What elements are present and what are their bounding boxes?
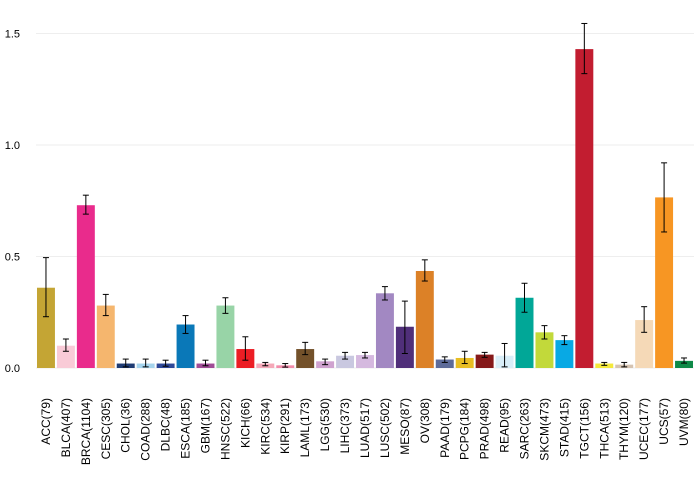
bar [635, 320, 654, 368]
x-tick-label: STAD(415) [557, 398, 571, 457]
bar [76, 205, 95, 368]
error-bar [641, 306, 648, 333]
x-tick-label: LUAD(517) [358, 398, 372, 458]
error-bar [182, 315, 189, 334]
error-bar [421, 259, 428, 282]
bar [356, 355, 374, 368]
x-tick-label: CHOL(36) [119, 398, 133, 453]
x-tick-label: UCEC(177) [637, 398, 651, 460]
error-bar [501, 342, 508, 368]
error-bar [441, 356, 448, 363]
x-tick-label: THCA(513) [597, 398, 611, 459]
error-bar [681, 357, 688, 364]
error-bar [162, 359, 169, 367]
y-tick-label: 1.0 [5, 140, 20, 152]
error-bar [381, 286, 388, 301]
bar [36, 287, 55, 368]
y-tick-label: 0.5 [5, 252, 20, 264]
x-tick-label: TGCT(156) [577, 398, 591, 459]
error-bar [142, 358, 149, 368]
y-tick-label: 1.5 [5, 29, 20, 41]
error-bar [481, 351, 488, 358]
x-tick-label: KIRC(534) [258, 398, 272, 455]
x-tick-label: GBM(167) [198, 398, 212, 453]
x-tick-label: LAML(173) [298, 398, 312, 457]
x-axis-category-labels: ACC(79) BLCA(407) BRCA(1104) CESC(305) CHOL(… [39, 398, 691, 465]
error-bar [521, 282, 528, 313]
error-bar [581, 22, 588, 75]
error-bar [202, 359, 209, 367]
error-bar [102, 293, 109, 317]
x-tick-label: COAD(288) [139, 398, 153, 461]
x-tick-label: DLBC(48) [159, 398, 173, 451]
error-bars [42, 22, 688, 368]
error-bar [322, 358, 329, 366]
x-tick-label: CESC(305) [99, 398, 113, 459]
x-tick-label: ACC(79) [39, 398, 53, 445]
x-tick-label: UCS(57) [657, 398, 671, 445]
bar [296, 349, 315, 368]
error-bar [541, 325, 548, 340]
x-tick-label: PAAD(179) [438, 398, 452, 458]
gridlines [36, 33, 694, 369]
x-tick-label: PRAD(498) [478, 398, 492, 459]
error-bar [282, 363, 289, 368]
error-bar [302, 341, 309, 356]
bar [176, 324, 195, 368]
x-tick-label: KIRP(291) [278, 398, 292, 454]
bar [515, 297, 534, 368]
bars [36, 49, 694, 369]
x-tick-label: OV(308) [418, 398, 432, 443]
x-tick-label: BLCA(407) [59, 398, 73, 457]
x-tick-label: KICH(66) [238, 398, 252, 448]
error-bar [461, 350, 468, 365]
bar [555, 340, 574, 368]
y-axis-tick-labels: 0.0 0.5 1.0 1.5 [5, 29, 20, 376]
x-tick-label: LGG(530) [318, 398, 332, 451]
x-tick-label: READ(95) [498, 398, 512, 453]
error-bar [242, 336, 249, 361]
bar [96, 305, 115, 368]
x-tick-label: SARC(263) [518, 398, 532, 459]
bar [575, 49, 594, 369]
x-tick-label: PCPG(184) [458, 398, 472, 460]
error-bar [122, 358, 129, 368]
bar [535, 332, 554, 368]
bar [56, 345, 75, 368]
error-bar [601, 361, 608, 366]
x-tick-label: THYM(120) [617, 398, 631, 460]
error-bar [262, 361, 269, 367]
error-bar [661, 162, 668, 233]
error-bar [342, 351, 349, 360]
error-bar [82, 194, 89, 215]
y-tick-label: 0.0 [5, 363, 20, 375]
error-bar [42, 257, 49, 318]
x-tick-label: BRCA(1104) [79, 398, 93, 465]
x-tick-label: MESO(87) [398, 398, 412, 455]
bar [216, 305, 235, 368]
error-bar [621, 361, 628, 368]
error-bar [561, 335, 568, 346]
bar [435, 359, 454, 368]
x-tick-label: SKCM(473) [537, 398, 551, 461]
x-tick-label: HNSC(522) [218, 398, 232, 460]
bar [475, 354, 494, 368]
bar [336, 355, 355, 368]
bar [375, 293, 394, 368]
error-bar [222, 297, 229, 314]
x-tick-label: LUSC(502) [378, 398, 392, 458]
x-tick-label: UVM(80) [677, 398, 691, 446]
x-tick-label: ESCA(185) [179, 398, 193, 459]
x-tick-label: LIHC(373) [338, 398, 352, 453]
bar [675, 360, 694, 368]
bar [655, 197, 674, 368]
error-bar [362, 351, 368, 359]
error-bar [401, 300, 408, 355]
bar [415, 270, 434, 368]
error-bar [62, 338, 69, 352]
